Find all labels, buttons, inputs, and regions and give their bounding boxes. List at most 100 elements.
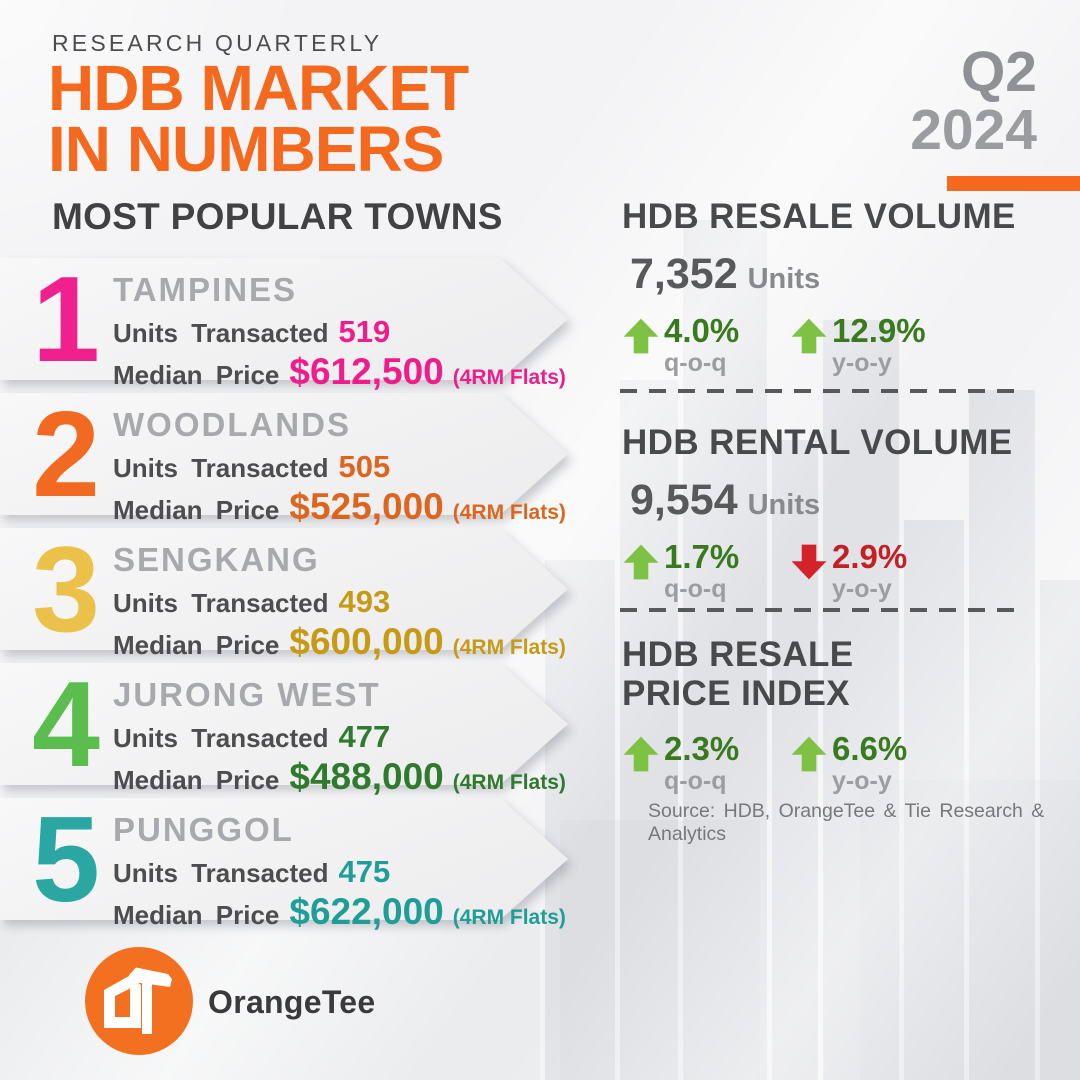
section-title-line-1: HDB RESALE	[622, 635, 854, 674]
units-value: 477	[338, 719, 391, 754]
period-label: q-o-q	[664, 767, 727, 796]
resale-volume-value: 7,352	[630, 249, 738, 298]
stats-row: 1.7% q-o-q 2.9% y-o-y	[622, 537, 1062, 604]
year-label: 2024	[910, 98, 1037, 162]
up-arrow-icon	[790, 315, 828, 357]
up-arrow-icon	[622, 733, 660, 775]
period-label: q-o-q	[664, 574, 727, 603]
stat-yoy: 6.6% y-o-y	[790, 730, 907, 796]
stats-row: 2.3% q-o-q 6.6% y-o-y	[622, 730, 1062, 796]
price-value: $600,000	[289, 621, 444, 662]
price-line: Median Price $488,000 (4RM Flats)	[113, 756, 566, 798]
period-label: y-o-y	[832, 767, 892, 796]
town-banner-jurong-west: 4 JURONG WEST Units Transacted 477 Median…	[0, 656, 568, 797]
quarter-label: Q2	[960, 40, 1037, 104]
units-label: Units Transacted	[113, 453, 329, 483]
up-arrow-icon	[622, 541, 660, 583]
dashed-divider	[620, 608, 1020, 612]
pct-value: 12.9%	[832, 311, 926, 349]
up-arrow-icon	[622, 315, 660, 357]
town-name: TAMPINES	[113, 271, 298, 308]
price-line: Median Price $600,000 (4RM Flats)	[113, 621, 566, 663]
banner-shadow	[0, 798, 568, 920]
orangetee-logo-icon	[84, 946, 194, 1056]
banner-arrow-shape	[0, 528, 568, 650]
town-info: PUNGGOL Units Transacted 475 Median Price…	[113, 811, 566, 933]
resale-volume-section: HDB RESALE VOLUME 7,352 Units 4.0% q-o-q …	[622, 197, 1062, 378]
section-title: HDB RESALE VOLUME	[622, 197, 1016, 236]
units-value: 505	[338, 449, 391, 484]
orangetee-wordmark: OrangeTee	[208, 984, 376, 1020]
units-value: 519	[338, 314, 391, 349]
town-name: SENGKANG	[113, 541, 320, 578]
page-title: HDB MARKET IN NUMBERS	[48, 52, 469, 185]
price-value: $612,500	[289, 351, 444, 392]
units-value: 475	[338, 854, 391, 889]
town-rank: 5	[32, 791, 100, 927]
flat-type-note: (4RM Flats)	[452, 501, 566, 524]
town-rank: 1	[32, 251, 100, 387]
town-ranking-list: 1 TAMPINES Units Transacted 519 Median Pr…	[0, 258, 580, 938]
section-title-line-2: PRICE INDEX	[622, 673, 851, 713]
banner-arrow-shape	[0, 798, 568, 920]
banner-shadow	[0, 258, 568, 380]
units-line: Units Transacted 505	[113, 449, 566, 485]
down-arrow-icon	[790, 541, 828, 583]
banner-shadow	[0, 663, 568, 785]
section-value: 7,352 Units	[630, 250, 1062, 299]
rental-volume-value: 9,554	[630, 475, 738, 524]
units-line: Units Transacted 493	[113, 584, 566, 620]
flat-type-note: (4RM Flats)	[452, 906, 566, 929]
price-label: Median Price	[113, 495, 280, 525]
units-label: Units Transacted	[113, 723, 329, 753]
units-label: Units Transacted	[113, 588, 329, 618]
banner-shadow	[0, 528, 568, 650]
pct-value: 1.7%	[664, 537, 740, 575]
units-line: Units Transacted 519	[113, 314, 566, 350]
price-label: Median Price	[113, 630, 280, 660]
pct-value: 2.9%	[832, 537, 908, 575]
town-banner-punggol: 5 PUNGGOL Units Transacted 475 Median Pri…	[0, 791, 568, 932]
accent-underline-bar	[947, 176, 1080, 191]
price-value: $525,000	[289, 486, 444, 527]
stats-row: 4.0% q-o-q 12.9% y-o-y	[622, 311, 1062, 378]
title-line-2: IN NUMBERS	[48, 112, 444, 185]
kicker-text: RESEARCH QUARTERLY	[52, 30, 383, 56]
period-label: y-o-y	[832, 348, 892, 377]
period-label: q-o-q	[664, 348, 727, 377]
price-value: $488,000	[289, 756, 444, 797]
section-value: 9,554 Units	[630, 476, 1062, 525]
rental-volume-section: HDB RENTAL VOLUME 9,554 Units 1.7% q-o-q …	[622, 423, 1062, 604]
section-title: HDB RENTAL VOLUME	[622, 423, 1013, 462]
price-label: Median Price	[113, 900, 280, 930]
town-name: PUNGGOL	[113, 811, 294, 848]
price-line: Median Price $525,000 (4RM Flats)	[113, 486, 566, 528]
banner-arrow-shape	[0, 258, 568, 380]
town-banner-woodlands: 2 WOODLANDS Units Transacted 505 Median P…	[0, 393, 568, 527]
town-name: JURONG WEST	[113, 676, 381, 713]
dashed-divider	[620, 389, 1020, 393]
units-value: 493	[338, 584, 391, 619]
up-arrow-icon	[790, 733, 828, 775]
units-label: Units Transacted	[113, 318, 329, 348]
town-banner-tampines: 1 TAMPINES Units Transacted 519 Median Pr…	[0, 251, 568, 392]
units-suffix: Units	[747, 488, 821, 521]
town-info: SENGKANG Units Transacted 493 Median Pric…	[113, 541, 566, 663]
flat-type-note: (4RM Flats)	[452, 771, 566, 794]
stat-yoy: 12.9% y-o-y	[790, 311, 926, 378]
price-line: Median Price $622,000 (4RM Flats)	[113, 891, 566, 933]
stat-yoy: 2.9% y-o-y	[790, 537, 908, 604]
price-label: Median Price	[113, 765, 280, 795]
units-line: Units Transacted 475	[113, 854, 566, 890]
town-info: WOODLANDS Units Transacted 505 Median Pri…	[113, 406, 566, 528]
town-rank: 4	[32, 656, 100, 792]
units-line: Units Transacted 477	[113, 719, 566, 755]
units-suffix: Units	[747, 262, 821, 295]
units-label: Units Transacted	[113, 858, 329, 888]
source-note: Source: HDB, OrangeTee & Tie Research & …	[648, 800, 1045, 845]
title-line-1: HDB MARKET	[48, 52, 469, 124]
price-index-section: HDB RESALE PRICE INDEX 2.3% q-o-q 6.6% y…	[622, 635, 1062, 796]
pct-value: 2.3%	[664, 730, 740, 767]
banner-shadow	[0, 393, 568, 515]
